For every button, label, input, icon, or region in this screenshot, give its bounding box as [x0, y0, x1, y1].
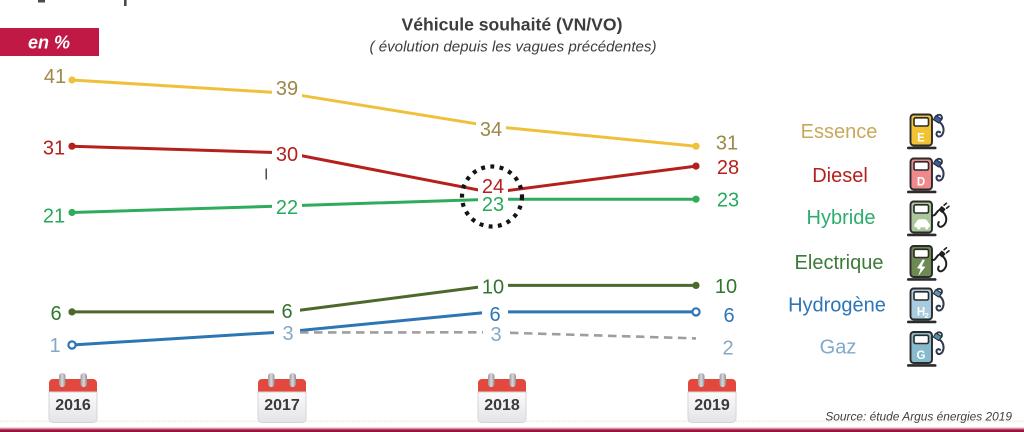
svg-text:34: 34 [480, 119, 502, 141]
svg-text:3: 3 [490, 324, 501, 346]
svg-text:31: 31 [716, 132, 738, 154]
svg-text:2017: 2017 [264, 397, 300, 414]
svg-text:41: 41 [44, 66, 66, 88]
svg-text:6: 6 [723, 305, 734, 327]
svg-text:3: 3 [282, 323, 293, 345]
svg-text:1: 1 [49, 335, 60, 357]
svg-text:G: G [917, 350, 926, 362]
svg-text:en %: en % [28, 33, 70, 53]
svg-text:Hydrogène: Hydrogène [788, 295, 886, 317]
svg-text:I: I [264, 167, 268, 184]
svg-text:Gaz: Gaz [820, 337, 857, 359]
svg-text:D: D [917, 177, 925, 189]
svg-text:Diesel: Diesel [812, 165, 868, 187]
svg-text:( évolution depuis les vagues: ( évolution depuis les vagues précédente… [370, 39, 657, 56]
svg-text:Source: étude Argus énergies 2: Source: étude Argus énergies 2019 [825, 410, 1012, 424]
svg-text:Electrique: Electrique [795, 252, 884, 274]
svg-text:6: 6 [50, 303, 61, 325]
svg-text:Essence: Essence [801, 121, 878, 143]
svg-text:6: 6 [281, 301, 292, 323]
svg-text:10: 10 [482, 277, 504, 299]
svg-text:23: 23 [482, 194, 504, 216]
svg-text:2018: 2018 [484, 397, 520, 414]
svg-text:28: 28 [717, 157, 739, 179]
svg-text:2016: 2016 [55, 397, 91, 414]
svg-text:2019: 2019 [694, 397, 730, 414]
svg-text:Hybride: Hybride [807, 207, 876, 229]
svg-text:31: 31 [43, 138, 65, 160]
svg-text:2: 2 [722, 338, 733, 360]
svg-text:39: 39 [276, 78, 298, 100]
svg-text:H: H [917, 307, 925, 319]
svg-text:21: 21 [43, 206, 65, 228]
svg-text:E: E [917, 133, 925, 145]
svg-text:23: 23 [717, 190, 739, 212]
svg-text:22: 22 [276, 197, 298, 219]
svg-text:Véhicule souhaité (VN/VO): Véhicule souhaité (VN/VO) [402, 15, 623, 35]
svg-text:10: 10 [715, 276, 737, 298]
svg-text:2: 2 [925, 311, 929, 320]
svg-text:6: 6 [489, 304, 500, 326]
svg-text:30: 30 [276, 144, 298, 166]
svg-text:24: 24 [482, 176, 504, 198]
